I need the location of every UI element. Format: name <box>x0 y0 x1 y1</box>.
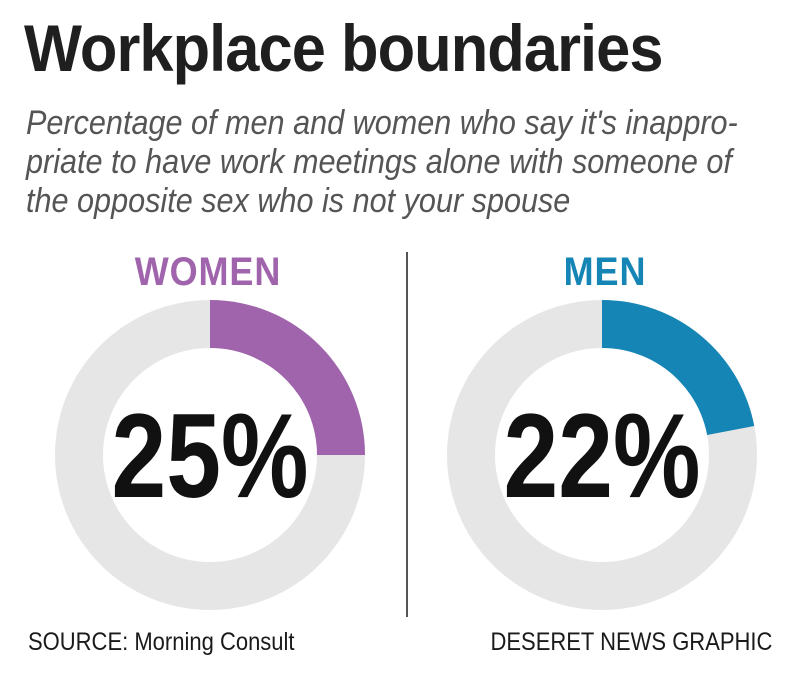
men-donut: 22% <box>447 300 757 610</box>
men-label: MEN <box>563 250 647 294</box>
women-donut: 25% <box>55 300 365 610</box>
chart-subtitle: Percentage of men and women who say it's… <box>26 104 786 221</box>
center-divider <box>406 252 408 617</box>
women-donut-hole <box>103 348 317 562</box>
source-note: SOURCE: Morning Consult <box>28 628 295 656</box>
men-donut-hole <box>495 348 709 562</box>
women-label: WOMEN <box>134 250 282 294</box>
women-percentage-label: 25% <box>112 390 309 523</box>
subtitle-line-3: the opposite sex who is not your spouse <box>26 182 571 220</box>
men-percentage-label: 22% <box>504 390 701 523</box>
subtitle-line-2: priate to have work meetings alone with … <box>26 143 732 181</box>
graphic-credit: DESERET NEWS GRAPHIC <box>490 628 772 656</box>
subtitle-line-1: Percentage of men and women who say it's… <box>26 104 738 142</box>
chart-title: Workplace boundaries <box>24 11 664 85</box>
